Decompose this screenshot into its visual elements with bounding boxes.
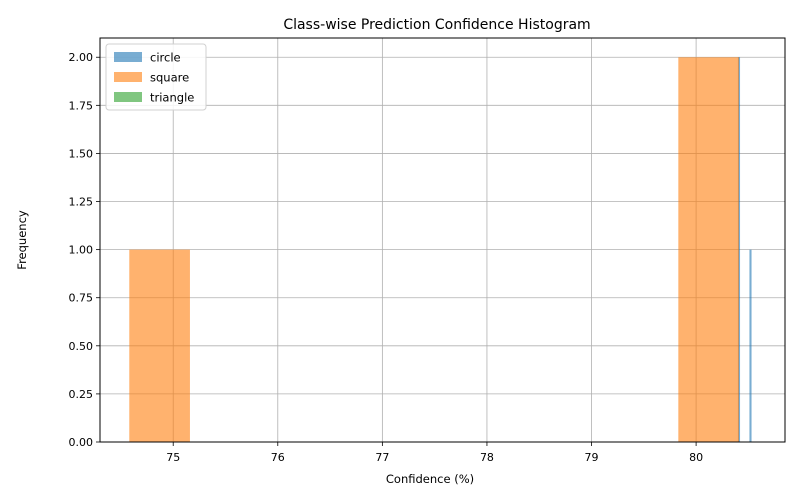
y-tick-label: 1.75	[69, 99, 94, 112]
x-tick-label: 75	[166, 451, 180, 464]
y-axis-title: Frequency	[15, 210, 29, 270]
plot-frame	[99, 37, 786, 443]
legend-swatch-triangle	[114, 92, 142, 102]
y-tick-label: 1.50	[69, 147, 94, 160]
y-tick-label: 0.50	[69, 340, 94, 353]
bar-square	[129, 249, 190, 442]
legend-swatch-square	[114, 72, 142, 82]
axis-ticks: 75 76 77 78 79 80 0.00 0.25 0.50 0.75 1.00 1.25 1.50…	[69, 51, 704, 464]
y-tick-label: 1.25	[69, 196, 94, 209]
y-tick-label: 2.00	[69, 51, 94, 64]
y-tick-label: 0.75	[69, 292, 94, 305]
legend: circle square triangle	[105, 43, 207, 111]
x-axis-title: Confidence (%)	[386, 472, 474, 486]
y-tick-label: 1.00	[69, 244, 94, 257]
bar-square	[678, 57, 739, 442]
y-tick-label: 0.25	[69, 388, 94, 401]
x-tick-label: 79	[585, 451, 599, 464]
x-tick-label: 80	[689, 451, 703, 464]
legend-swatch-circle	[114, 52, 142, 62]
legend-label-circle: circle	[150, 51, 181, 65]
x-tick-label: 77	[375, 451, 389, 464]
legend-label-triangle: triangle	[150, 91, 194, 105]
bars	[129, 57, 752, 442]
x-tick-label: 78	[480, 451, 494, 464]
y-tick-label: 0.00	[69, 436, 94, 449]
legend-label-square: square	[150, 71, 189, 85]
bar-circle	[749, 249, 752, 442]
chart-title: Class-wise Prediction Confidence Histogr…	[283, 17, 590, 33]
x-tick-label: 76	[271, 451, 285, 464]
